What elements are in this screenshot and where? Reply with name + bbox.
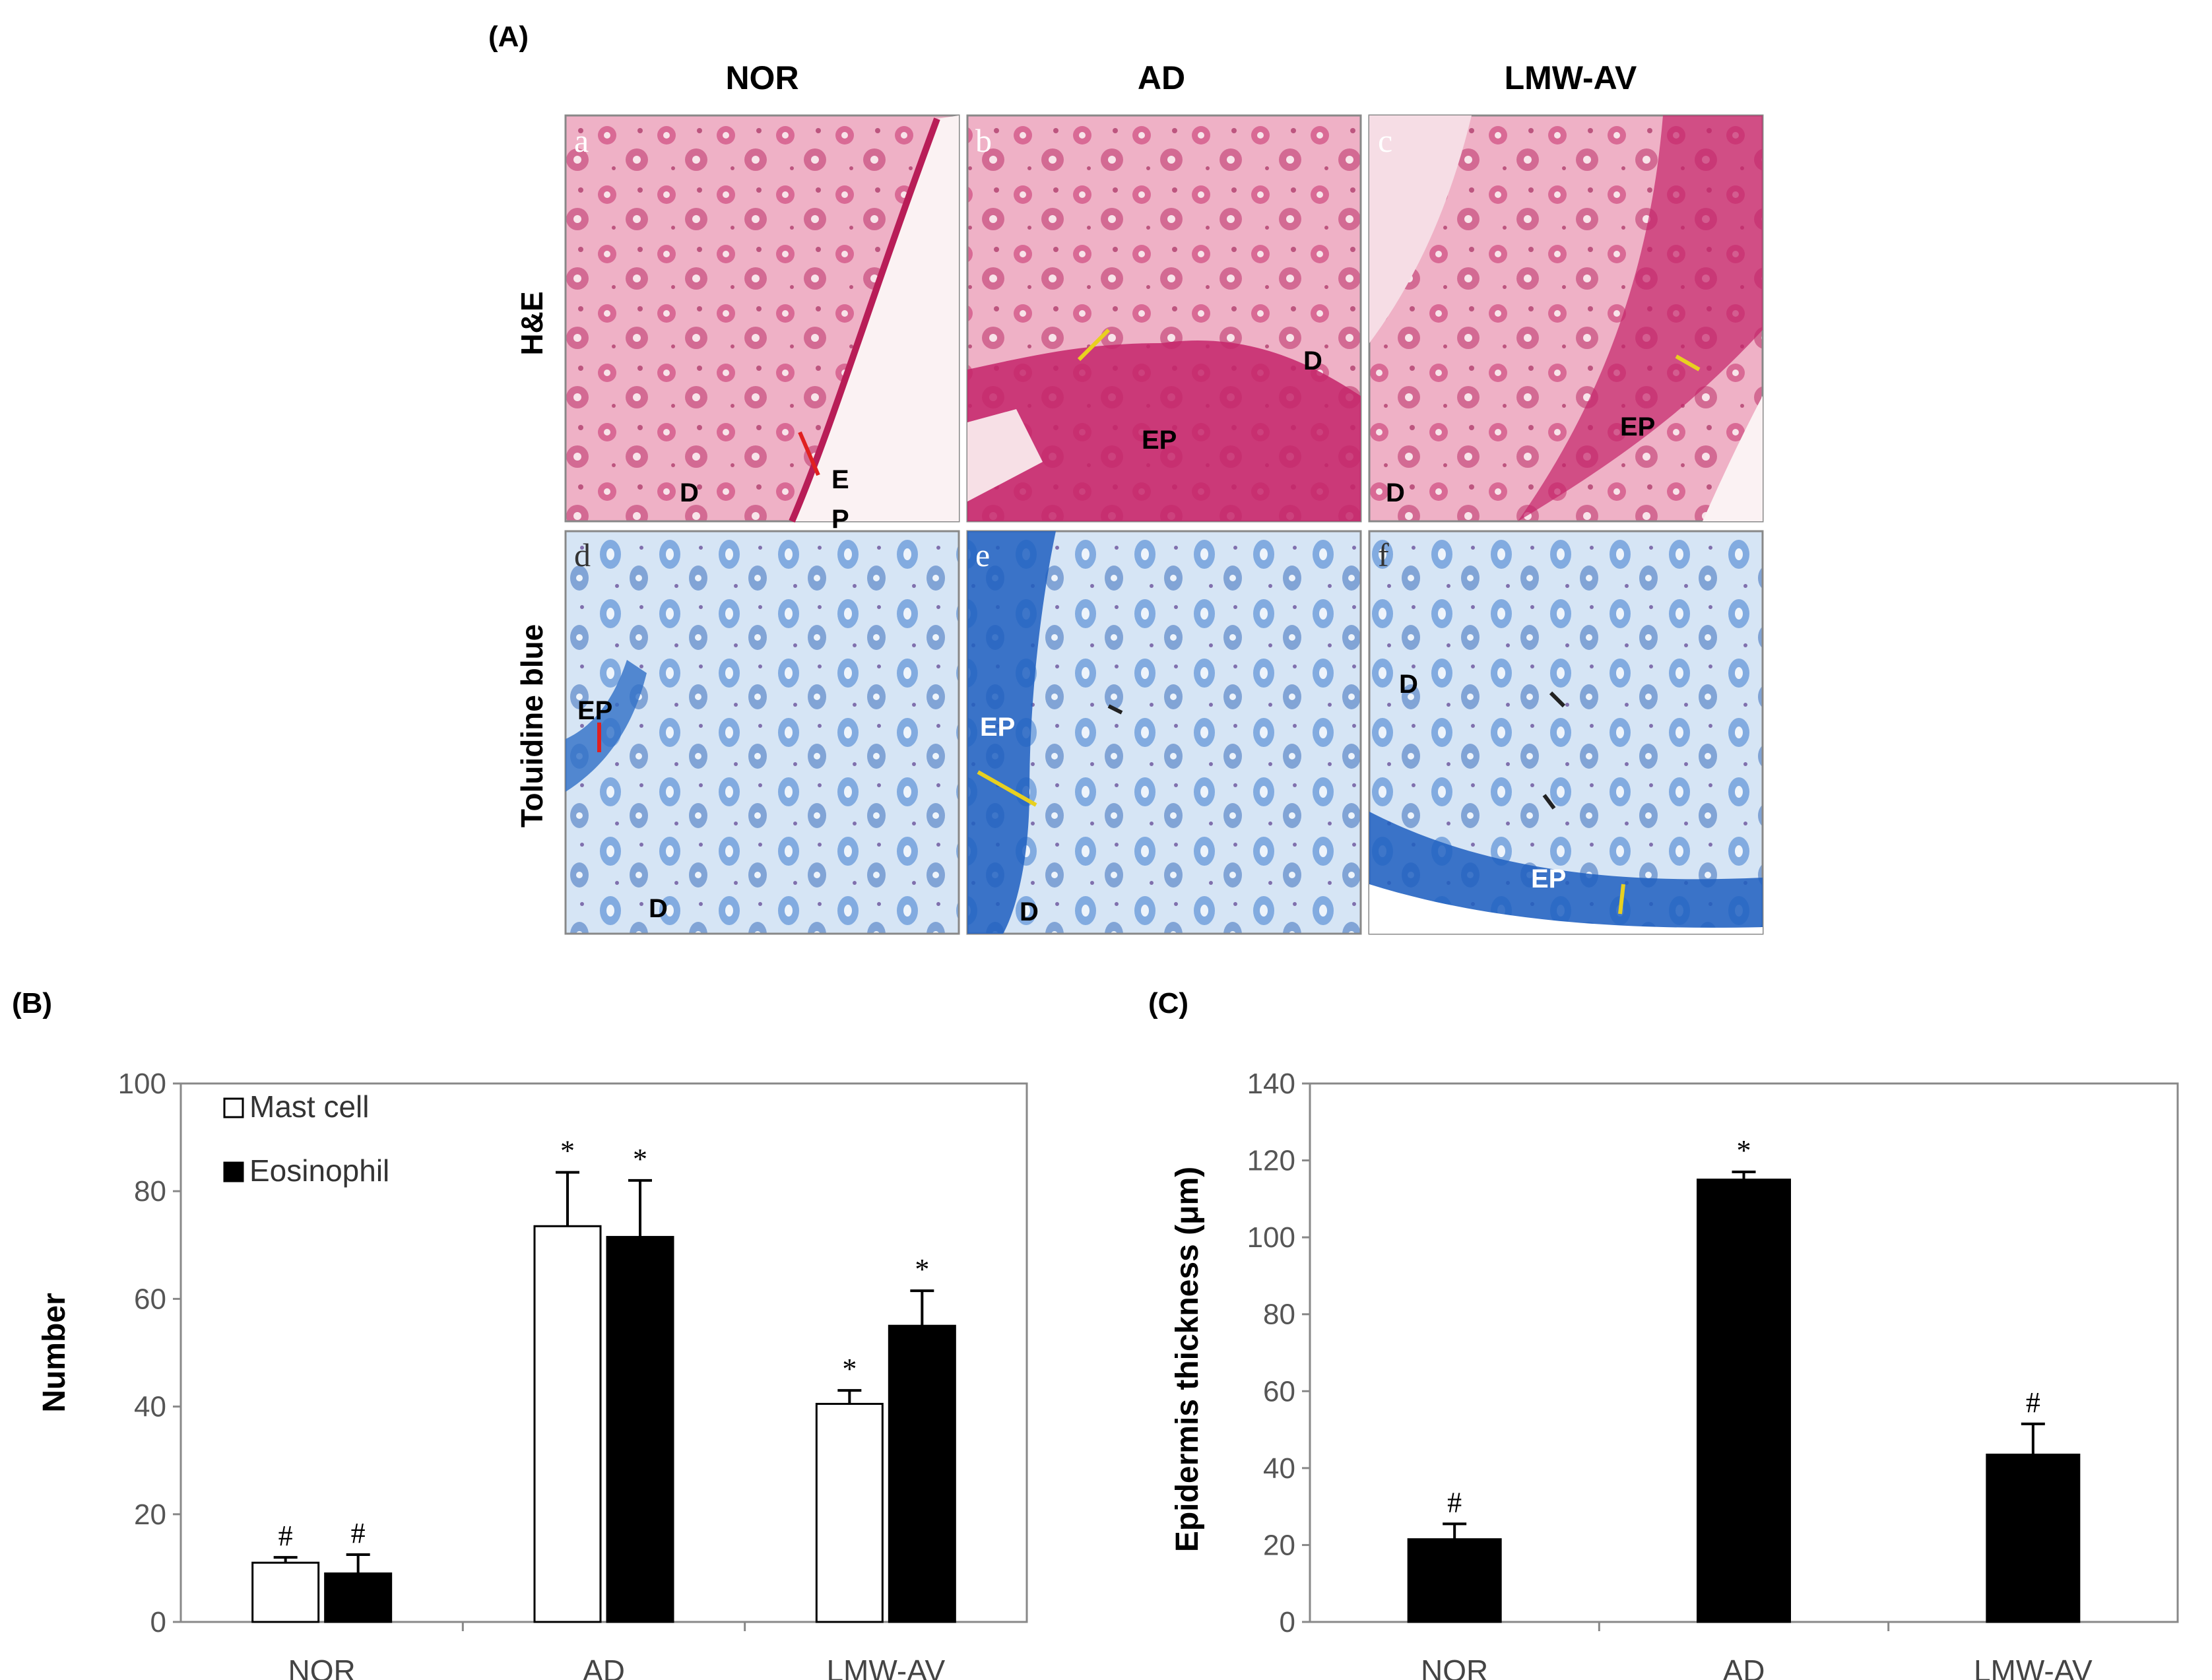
micrograph-tb-ad: [966, 530, 1362, 935]
chart-b-significance-marker: *: [842, 1353, 857, 1385]
chart-b-bar: [815, 1403, 884, 1623]
chart-c-epidermis-thickness: 0 20 40 60 80 100 120 140 NOR # AD * LMW-AV #: [1247, 1068, 2179, 1680]
legend-swatch-mast-cell: [223, 1097, 244, 1118]
panel-b-label: (B): [12, 987, 52, 1019]
chart-b-y-tick-label: 20: [134, 1499, 166, 1531]
tissue-label-e-d: D: [1020, 897, 1039, 926]
chart-c-y-tick-label: 100: [1247, 1221, 1295, 1254]
micrograph-he-lmw-av: [1368, 114, 1764, 523]
chart-b-bar: [251, 1561, 320, 1623]
tissue-label-a-d: D: [680, 478, 699, 507]
chart-b-y-tick-label: 80: [134, 1175, 166, 1208]
subpanel-letter-f: f: [1378, 536, 1389, 573]
chart-b-y-tick-label: 100: [118, 1068, 166, 1100]
row-header-he: H&E: [515, 291, 549, 355]
chart-b-significance-marker: *: [915, 1253, 929, 1285]
chart-c-significance-marker: #: [2026, 1386, 2040, 1419]
chart-c-y-tick-label: 0: [1280, 1606, 1295, 1638]
row-header-toluidine-blue: Toluidine blue: [515, 624, 549, 827]
arrow-annotations: [597, 328, 1701, 915]
chart-c-bar: [1986, 1453, 2081, 1623]
tissue-label-f-d: D: [1399, 670, 1418, 699]
chart-b-y-tick-label: 60: [134, 1283, 166, 1315]
column-header-nor: NOR: [725, 59, 798, 96]
tissue-label-b-d: D: [1303, 346, 1322, 375]
panel-b-y-axis-label: Number: [37, 1293, 72, 1412]
subpanel-letter-c: c: [1378, 122, 1392, 159]
chart-b-bar: [533, 1225, 602, 1623]
chart-b-significance-marker: *: [560, 1135, 575, 1167]
chart-c-bar: [1407, 1538, 1502, 1623]
chart-b-x-category-label: NOR: [288, 1654, 356, 1680]
tissue-label-a-e: E: [831, 465, 849, 494]
column-header-lmw-av: LMW-AV: [1505, 59, 1637, 96]
legend-swatch-eosinophil: [223, 1161, 244, 1182]
chart-c-significance-marker: *: [1737, 1134, 1751, 1167]
micrograph-tb-lmw-av: [1368, 530, 1764, 935]
chart-b-y-tick-label: 40: [134, 1391, 166, 1423]
chart-b-plot-frame: [179, 1082, 1028, 1623]
tissue-label-b-ep: EP: [1142, 426, 1177, 455]
legend-label-eosinophil: Eosinophil: [249, 1153, 389, 1188]
chart-c-y-tick-label: 120: [1247, 1145, 1295, 1177]
tissue-label-d-ep: EP: [577, 696, 612, 725]
chart-c-x-category-label: AD: [1723, 1654, 1765, 1680]
panel-a-label: (A): [488, 20, 529, 53]
chart-c-y-tick-label: 20: [1263, 1529, 1295, 1561]
chart-b-significance-marker: #: [351, 1517, 366, 1549]
chart-b-bar: [606, 1236, 674, 1623]
tissue-label-d-d: D: [649, 894, 668, 923]
tissue-label-c-ep: EP: [1620, 412, 1655, 441]
micrograph-tb-nor: [564, 530, 960, 935]
subpanel-letter-d: d: [574, 536, 591, 573]
column-header-ad: AD: [1138, 59, 1185, 96]
chart-b-bar: [888, 1324, 956, 1623]
panel-c-label: (C): [1148, 987, 1188, 1019]
chart-b-x-category-label: AD: [583, 1654, 625, 1680]
tissue-label-f-ep: EP: [1531, 864, 1566, 893]
micrograph-he-ad: [966, 114, 1362, 523]
tissue-label-c-d: D: [1386, 478, 1405, 507]
legend-label-mast-cell: Mast cell: [249, 1089, 369, 1124]
tissue-label-a-p: P: [831, 505, 849, 534]
chart-b-legend: Mast cell Eosinophil: [223, 1089, 389, 1188]
chart-b-bar: [324, 1572, 393, 1623]
chart-c-y-tick-label: 40: [1263, 1452, 1295, 1485]
chart-c-y-tick-label: 60: [1263, 1375, 1295, 1407]
chart-b-cell-counts: 0 20 40 60 80 100 NOR # # AD * * LMW-AV * *: [118, 1068, 1028, 1680]
chart-c-bar: [1697, 1179, 1791, 1623]
chart-b-y-tick-label: 0: [150, 1606, 166, 1638]
subpanel-letter-b: b: [975, 122, 992, 159]
subpanel-letter-e: e: [975, 536, 990, 573]
chart-c-y-tick-label: 140: [1247, 1068, 1295, 1100]
chart-b-significance-marker: *: [633, 1143, 647, 1175]
micrograph-he-nor: [564, 114, 960, 523]
chart-c-x-category-label: LMW-AV: [1974, 1654, 2093, 1680]
chart-b-x-category-label: LMW-AV: [826, 1654, 945, 1680]
chart-c-significance-marker: #: [1447, 1486, 1462, 1518]
panel-c-y-axis-label: Epidermis thickness (μm): [1170, 1167, 1205, 1552]
tissue-label-e-ep: EP: [980, 713, 1015, 742]
chart-b-significance-marker: #: [278, 1520, 293, 1552]
subpanel-letter-a: a: [574, 122, 589, 159]
chart-c-x-category-label: NOR: [1421, 1654, 1488, 1680]
chart-c-y-tick-label: 80: [1263, 1299, 1295, 1331]
